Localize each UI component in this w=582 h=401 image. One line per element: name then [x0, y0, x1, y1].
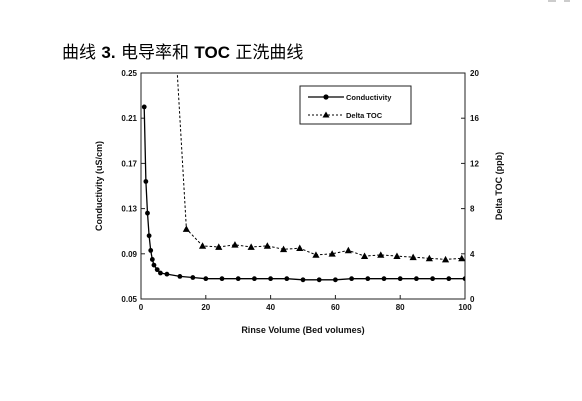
- figure-caption: 曲线 3. 电导率和 TOC 正洗曲线: [62, 38, 303, 63]
- data-point: [316, 277, 322, 283]
- x-tick-label: 0: [139, 303, 144, 312]
- y-tick-label: 0.09: [121, 250, 137, 259]
- data-point: [414, 276, 419, 282]
- y2-axis-label: Delta TOC (ppb): [494, 152, 504, 220]
- x-tick-label: 40: [266, 303, 275, 312]
- data-point: [284, 276, 290, 282]
- caption-bold-word: TOC: [194, 43, 230, 62]
- y-axis-label: Conductivity (uS/cm): [94, 141, 104, 231]
- series-line: [143, 106, 465, 281]
- data-point: [177, 274, 183, 279]
- data-point: [381, 276, 387, 282]
- data-point: [458, 254, 465, 262]
- legend-toc-label: Delta TOC: [346, 111, 383, 120]
- data-point: [231, 241, 239, 248]
- caption-suffix: 正洗曲线: [229, 43, 304, 63]
- corner-fragment: [548, 0, 570, 2]
- data-point: [235, 276, 241, 282]
- data-point: [333, 277, 338, 283]
- data-point: [328, 250, 336, 257]
- y-tick-label: 0.13: [121, 205, 137, 214]
- x-tick-label: 60: [331, 303, 340, 312]
- data-point: [409, 253, 417, 261]
- legend-conductivity-marker: [323, 94, 329, 100]
- data-point: [182, 225, 190, 232]
- data-point: [296, 244, 304, 252]
- data-point: [377, 251, 385, 258]
- y2-tick-label: 16: [470, 114, 479, 123]
- y-tick-label: 0.17: [121, 159, 137, 168]
- data-point: [215, 243, 223, 250]
- data-point: [145, 210, 150, 216]
- legend-box: [299, 85, 412, 125]
- data-point: [141, 104, 147, 110]
- data-point: [149, 257, 155, 262]
- data-point: [397, 276, 403, 282]
- data-point: [203, 276, 209, 282]
- data-point: [268, 276, 273, 282]
- data-point: [279, 245, 288, 253]
- caption-number: 3.: [101, 43, 116, 62]
- data-point: [360, 252, 369, 259]
- data-point: [263, 242, 271, 249]
- y2-axis-ticks: 0 4 8 12 16 20: [461, 69, 479, 304]
- x-axis-ticks: 0 20 40 60 80 100: [139, 295, 472, 312]
- series-layer: [141, 73, 465, 283]
- y2-tick-label: 12: [470, 159, 479, 168]
- data-point: [344, 246, 352, 254]
- plot-area-frame: [140, 72, 466, 300]
- caption-middle: 电导率和: [115, 43, 195, 63]
- y2-tick-label: 0: [470, 295, 475, 304]
- legend: Conductivity Delta TOC: [299, 85, 412, 125]
- data-point: [312, 251, 320, 258]
- caption-prefix: 曲线: [62, 43, 102, 63]
- y-tick-label: 0.05: [121, 295, 137, 304]
- data-point: [300, 277, 306, 283]
- data-point: [247, 243, 255, 250]
- data-point: [164, 271, 170, 277]
- data-point: [425, 254, 433, 262]
- y-tick-label: 0.25: [121, 69, 137, 78]
- y-axis-ticks: 0.05 0.09 0.13 0.17 0.21 0.25: [121, 69, 145, 304]
- data-point: [441, 255, 450, 263]
- x-tick-label: 80: [396, 303, 405, 312]
- y-tick-label: 0.21: [121, 114, 137, 123]
- legend-toc-marker: [322, 111, 330, 118]
- data-point: [198, 242, 207, 249]
- data-point: [430, 276, 435, 282]
- data-point: [148, 248, 154, 253]
- x-tick-label: 20: [201, 303, 210, 312]
- data-point: [393, 252, 401, 259]
- legend-conductivity-label: Conductivity: [346, 93, 392, 102]
- data-point: [146, 233, 152, 239]
- x-axis-label: Rinse Volume (Bed volumes): [241, 325, 364, 335]
- data-point: [252, 276, 257, 282]
- x-tick-label: 100: [458, 303, 472, 312]
- data-point: [349, 276, 354, 282]
- series-1: [176, 73, 465, 263]
- data-point: [365, 276, 371, 282]
- data-point: [446, 276, 452, 282]
- y2-tick-label: 20: [470, 69, 479, 78]
- data-point: [151, 262, 157, 268]
- data-point: [462, 276, 465, 282]
- y2-tick-label: 4: [470, 250, 475, 259]
- data-point: [158, 270, 163, 276]
- data-point: [154, 267, 160, 273]
- data-point: [190, 275, 196, 280]
- data-point: [219, 276, 225, 282]
- series-0: [141, 104, 465, 283]
- data-point: [143, 179, 149, 184]
- y2-tick-label: 8: [470, 205, 475, 214]
